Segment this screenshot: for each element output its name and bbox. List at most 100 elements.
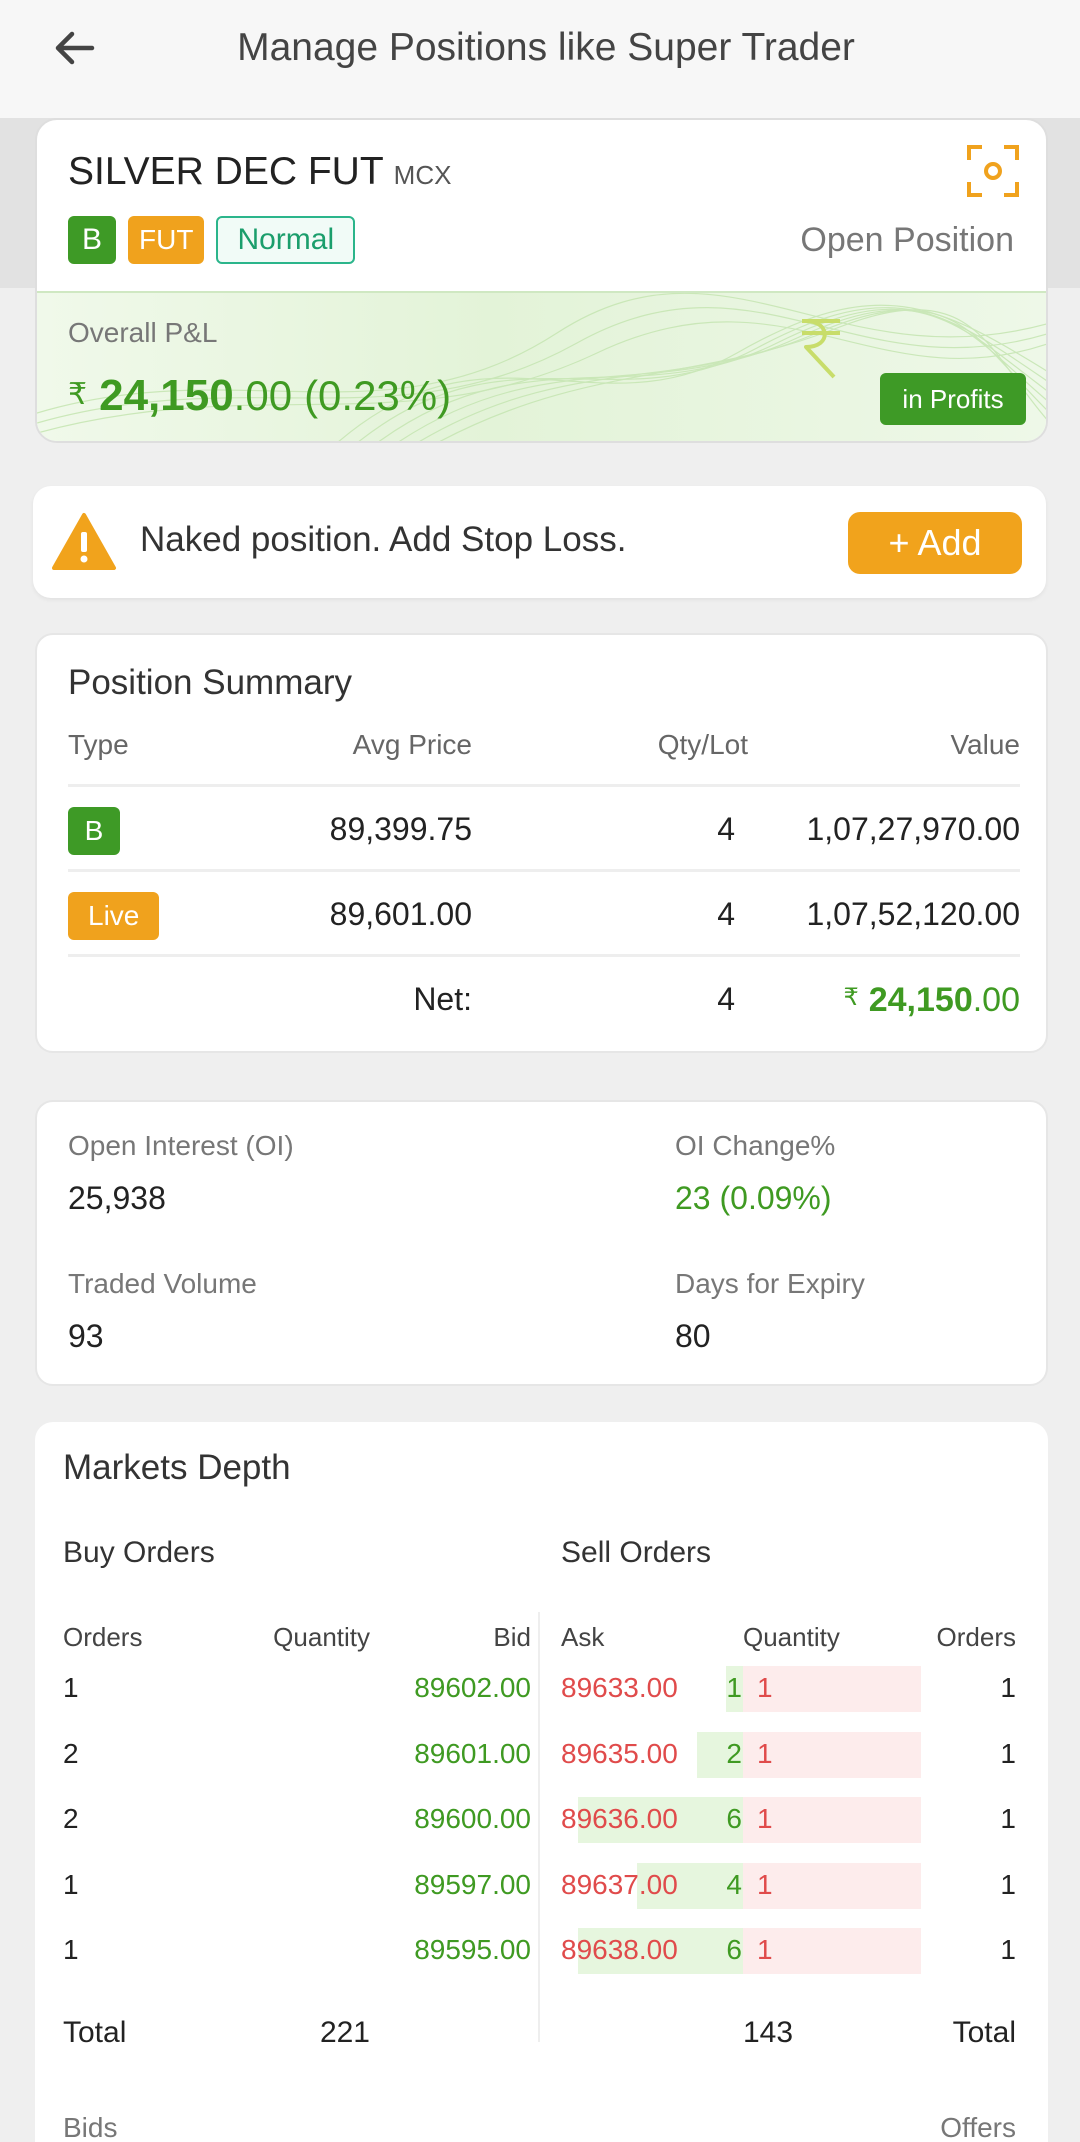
badge-row: B FUT Normal <box>68 216 356 264</box>
sell-qty-bar <box>743 1797 921 1843</box>
pnl-label: Overall P&L <box>68 317 218 348</box>
pnl-panel: Overall P&L ₹ 24,150.00 (0.23%) in Profi… <box>37 291 1046 441</box>
column-header: Value <box>950 729 1020 760</box>
qty-cell: 4 <box>717 811 735 847</box>
avg-price-cell: 89,601.00 <box>329 896 472 932</box>
column-header: Type <box>68 729 129 760</box>
sell-qty-cell: 1 <box>757 1869 773 1900</box>
net-qty: 4 <box>717 981 735 1017</box>
column-header: Orders <box>936 1622 1016 1652</box>
pnl-percent: (0.23%) <box>304 372 452 419</box>
sell-qty-bar <box>743 1732 921 1778</box>
add-stop-loss-button[interactable]: + Add <box>848 512 1022 574</box>
type-cell: B <box>68 807 120 855</box>
column-header: Quantity <box>743 1622 840 1652</box>
ask-cell: 89633.00 <box>561 1672 678 1703</box>
net-label: Net: <box>413 981 472 1017</box>
depth-row: 1 6 89595.00 89638.00 1 1 <box>35 1928 1048 1976</box>
net-row: Net: 4 ₹24,150.00 <box>68 957 1020 1042</box>
oi-label: Open Interest (OI) <box>68 1130 294 1161</box>
instrument-title: SILVER DEC FUT MCX <box>68 150 451 194</box>
ask-cell: 89636.00 <box>561 1803 678 1834</box>
arrow-left-icon[interactable] <box>48 22 100 74</box>
section-title: Position Summary <box>68 663 352 702</box>
summary-table: Type Avg Price Qty/Lot Value B 89,399.75… <box>68 729 1020 1042</box>
buy-qty-bar <box>578 1797 756 1843</box>
scan-icon[interactable] <box>966 144 1020 198</box>
sell-total: 143 <box>743 2016 794 2049</box>
value-cell: 1,07,52,120.00 <box>806 896 1020 932</box>
oi-value: 25,938 <box>68 1180 166 1216</box>
buy-qty-cell: 6 <box>726 1803 742 1834</box>
table-row: B 89,399.75 4 1,07,27,970.00 <box>68 787 1020 872</box>
sell-qty-cell: 1 <box>757 1934 773 1965</box>
column-header: Quantity <box>273 1622 370 1652</box>
buy-qty-cell: 1 <box>726 1672 742 1703</box>
rupee-symbol: ₹ <box>68 378 88 411</box>
value-cell: 1,07,27,970.00 <box>806 811 1020 847</box>
depth-row: 1 4 89597.00 89637.00 1 1 <box>35 1863 1048 1911</box>
bid-cell: 89597.00 <box>414 1869 531 1900</box>
qty-cell: 4 <box>717 896 735 932</box>
sell-orders-cell: 1 <box>1000 1738 1016 1769</box>
depth-row: 1 1 89602.00 89633.00 1 1 <box>35 1666 1048 1714</box>
sell-orders-cell: 1 <box>1000 1934 1016 1965</box>
column-header: Avg Price <box>352 729 472 760</box>
instrument-name: SILVER DEC FUT <box>68 150 384 193</box>
position-status: Open Position <box>800 221 1014 259</box>
warning-icon <box>52 513 116 570</box>
offers-label: Offers <box>940 2112 1016 2142</box>
bid-cell: 89602.00 <box>414 1672 531 1703</box>
avg-price-cell: 89,399.75 <box>329 811 472 847</box>
buy-qty-bar <box>637 1863 756 1909</box>
sell-total-label: Total <box>952 2016 1016 2049</box>
sell-orders-cell: 1 <box>1000 1803 1016 1834</box>
sell-orders-cell: 1 <box>1000 1672 1016 1703</box>
volume-label: Traded Volume <box>68 1268 257 1299</box>
buy-total: 221 <box>319 2016 370 2049</box>
pnl-decimal: .00 <box>233 372 293 419</box>
expiry-label: Days for Expiry <box>675 1268 865 1299</box>
net-decimal: .00 <box>972 981 1020 1019</box>
table-header: Type Avg Price Qty/Lot Value <box>68 729 1020 787</box>
ask-cell: 89638.00 <box>561 1934 678 1965</box>
rupee-icon <box>802 319 840 379</box>
oi-change-value: 23 (0.09%) <box>675 1180 832 1216</box>
type-cell: Live <box>68 892 160 940</box>
rupee-symbol: ₹ <box>843 984 859 1011</box>
profit-badge: in Profits <box>880 373 1026 425</box>
ask-cell: 89637.00 <box>561 1869 678 1900</box>
depth-row: 2 2 89601.00 89635.00 1 1 <box>35 1732 1048 1780</box>
pnl-amount: 24,150 <box>99 371 234 420</box>
buy-qty-cell: 2 <box>726 1738 742 1769</box>
side-badge: B <box>68 216 116 264</box>
sell-qty-cell: 1 <box>757 1803 773 1834</box>
sell-qty-bar <box>743 1666 921 1712</box>
live-type-badge: Live <box>68 892 160 940</box>
buy-orders-cell: 2 <box>63 1803 79 1834</box>
buy-qty-cell: 6 <box>726 1934 742 1965</box>
column-header: Bid <box>493 1622 531 1652</box>
oi-change-label: OI Change% <box>675 1130 836 1161</box>
buy-orders-cell: 2 <box>63 1738 79 1769</box>
table-row: Live 89,601.00 4 1,07,52,120.00 <box>68 872 1020 957</box>
market-depth-card: Markets Depth Buy Orders Sell Orders Ord… <box>35 1422 1048 2142</box>
app-header: Manage Positions like Super Trader <box>0 0 1080 118</box>
sell-qty-cell: 1 <box>757 1738 773 1769</box>
bid-cell: 89601.00 <box>414 1738 531 1769</box>
column-header: Ask <box>561 1622 605 1652</box>
wave-pattern <box>37 293 1046 441</box>
ask-cell: 89635.00 <box>561 1738 678 1769</box>
column-header: Qty/Lot <box>657 729 748 760</box>
position-card[interactable]: SILVER DEC FUT MCX B FUT Normal Open Posi… <box>35 118 1048 443</box>
buy-type-badge: B <box>68 807 120 855</box>
depth-divider <box>538 1612 540 2042</box>
position-summary-card: Position Summary Type Avg Price Qty/Lot … <box>35 633 1048 1053</box>
net-value: ₹24,150.00 <box>843 981 1020 1020</box>
buy-orders-cell: 1 <box>63 1934 79 1965</box>
buy-qty-cell: 4 <box>726 1869 742 1900</box>
alert-message: Naked position. Add Stop Loss. <box>140 520 627 559</box>
buy-total-label: Total <box>63 2016 127 2049</box>
buy-orders-title: Buy Orders <box>63 1536 215 1569</box>
stop-loss-alert: Naked position. Add Stop Loss. + Add <box>33 486 1046 598</box>
